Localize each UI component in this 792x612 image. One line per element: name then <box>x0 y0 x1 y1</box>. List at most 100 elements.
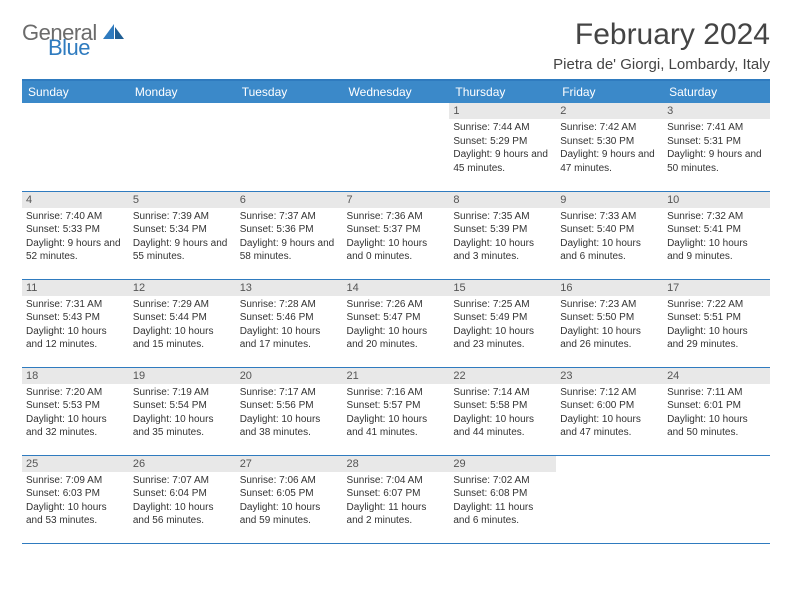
location: Pietra de' Giorgi, Lombardy, Italy <box>553 56 770 73</box>
calendar-day-cell: 1Sunrise: 7:44 AMSunset: 5:29 PMDaylight… <box>449 103 556 191</box>
calendar-week-row: 18Sunrise: 7:20 AMSunset: 5:53 PMDayligh… <box>22 367 770 455</box>
weekday-header: Wednesday <box>343 81 450 103</box>
day-events: Sunrise: 7:41 AMSunset: 5:31 PMDaylight:… <box>663 119 770 175</box>
calendar-week-row: 25Sunrise: 7:09 AMSunset: 6:03 PMDayligh… <box>22 455 770 543</box>
day-number: 25 <box>22 456 129 472</box>
calendar-day-cell: 8Sunrise: 7:35 AMSunset: 5:39 PMDaylight… <box>449 191 556 279</box>
calendar-day-cell: 11Sunrise: 7:31 AMSunset: 5:43 PMDayligh… <box>22 279 129 367</box>
day-number: 9 <box>556 192 663 208</box>
day-events: Sunrise: 7:33 AMSunset: 5:40 PMDaylight:… <box>556 208 663 264</box>
calendar-day-cell: 21Sunrise: 7:16 AMSunset: 5:57 PMDayligh… <box>343 367 450 455</box>
calendar-day-cell: 19Sunrise: 7:19 AMSunset: 5:54 PMDayligh… <box>129 367 236 455</box>
calendar-day-cell <box>343 103 450 191</box>
day-events: Sunrise: 7:39 AMSunset: 5:34 PMDaylight:… <box>129 208 236 264</box>
day-events: Sunrise: 7:36 AMSunset: 5:37 PMDaylight:… <box>343 208 450 264</box>
calendar-body: 1Sunrise: 7:44 AMSunset: 5:29 PMDaylight… <box>22 103 770 543</box>
weekday-header: Friday <box>556 81 663 103</box>
day-events: Sunrise: 7:26 AMSunset: 5:47 PMDaylight:… <box>343 296 450 352</box>
day-number: 4 <box>22 192 129 208</box>
calendar-week-row: 11Sunrise: 7:31 AMSunset: 5:43 PMDayligh… <box>22 279 770 367</box>
calendar-day-cell: 25Sunrise: 7:09 AMSunset: 6:03 PMDayligh… <box>22 455 129 543</box>
day-number: 3 <box>663 103 770 119</box>
day-events: Sunrise: 7:07 AMSunset: 6:04 PMDaylight:… <box>129 472 236 528</box>
weekday-header: Saturday <box>663 81 770 103</box>
calendar-day-cell: 20Sunrise: 7:17 AMSunset: 5:56 PMDayligh… <box>236 367 343 455</box>
calendar-day-cell: 3Sunrise: 7:41 AMSunset: 5:31 PMDaylight… <box>663 103 770 191</box>
calendar-week-row: 4Sunrise: 7:40 AMSunset: 5:33 PMDaylight… <box>22 191 770 279</box>
day-events: Sunrise: 7:25 AMSunset: 5:49 PMDaylight:… <box>449 296 556 352</box>
calendar-day-cell: 10Sunrise: 7:32 AMSunset: 5:41 PMDayligh… <box>663 191 770 279</box>
calendar-day-cell: 18Sunrise: 7:20 AMSunset: 5:53 PMDayligh… <box>22 367 129 455</box>
calendar-day-cell: 6Sunrise: 7:37 AMSunset: 5:36 PMDaylight… <box>236 191 343 279</box>
day-number: 16 <box>556 280 663 296</box>
month-title: February 2024 <box>553 18 770 52</box>
day-number: 12 <box>129 280 236 296</box>
calendar-day-cell: 12Sunrise: 7:29 AMSunset: 5:44 PMDayligh… <box>129 279 236 367</box>
day-events: Sunrise: 7:35 AMSunset: 5:39 PMDaylight:… <box>449 208 556 264</box>
calendar-day-cell: 28Sunrise: 7:04 AMSunset: 6:07 PMDayligh… <box>343 455 450 543</box>
weekday-header: Sunday <box>22 81 129 103</box>
calendar-day-cell: 15Sunrise: 7:25 AMSunset: 5:49 PMDayligh… <box>449 279 556 367</box>
calendar-day-cell: 22Sunrise: 7:14 AMSunset: 5:58 PMDayligh… <box>449 367 556 455</box>
day-number: 18 <box>22 368 129 384</box>
weekday-header: Thursday <box>449 81 556 103</box>
day-events: Sunrise: 7:11 AMSunset: 6:01 PMDaylight:… <box>663 384 770 440</box>
calendar-day-cell: 4Sunrise: 7:40 AMSunset: 5:33 PMDaylight… <box>22 191 129 279</box>
day-number: 17 <box>663 280 770 296</box>
calendar-day-cell: 26Sunrise: 7:07 AMSunset: 6:04 PMDayligh… <box>129 455 236 543</box>
day-number: 2 <box>556 103 663 119</box>
day-events: Sunrise: 7:22 AMSunset: 5:51 PMDaylight:… <box>663 296 770 352</box>
day-events: Sunrise: 7:19 AMSunset: 5:54 PMDaylight:… <box>129 384 236 440</box>
day-events: Sunrise: 7:28 AMSunset: 5:46 PMDaylight:… <box>236 296 343 352</box>
day-events: Sunrise: 7:02 AMSunset: 6:08 PMDaylight:… <box>449 472 556 528</box>
calendar-day-cell <box>236 103 343 191</box>
day-number: 29 <box>449 456 556 472</box>
day-events: Sunrise: 7:06 AMSunset: 6:05 PMDaylight:… <box>236 472 343 528</box>
calendar-day-cell: 16Sunrise: 7:23 AMSunset: 5:50 PMDayligh… <box>556 279 663 367</box>
calendar-day-cell: 24Sunrise: 7:11 AMSunset: 6:01 PMDayligh… <box>663 367 770 455</box>
day-number: 13 <box>236 280 343 296</box>
day-number: 19 <box>129 368 236 384</box>
day-events: Sunrise: 7:20 AMSunset: 5:53 PMDaylight:… <box>22 384 129 440</box>
day-events: Sunrise: 7:29 AMSunset: 5:44 PMDaylight:… <box>129 296 236 352</box>
day-events: Sunrise: 7:16 AMSunset: 5:57 PMDaylight:… <box>343 384 450 440</box>
day-number: 24 <box>663 368 770 384</box>
calendar-head: SundayMondayTuesdayWednesdayThursdayFrid… <box>22 81 770 103</box>
day-number: 6 <box>236 192 343 208</box>
day-events: Sunrise: 7:14 AMSunset: 5:58 PMDaylight:… <box>449 384 556 440</box>
calendar-day-cell: 7Sunrise: 7:36 AMSunset: 5:37 PMDaylight… <box>343 191 450 279</box>
day-events: Sunrise: 7:32 AMSunset: 5:41 PMDaylight:… <box>663 208 770 264</box>
day-number: 27 <box>236 456 343 472</box>
day-events: Sunrise: 7:23 AMSunset: 5:50 PMDaylight:… <box>556 296 663 352</box>
calendar-day-cell: 17Sunrise: 7:22 AMSunset: 5:51 PMDayligh… <box>663 279 770 367</box>
weekday-header: Monday <box>129 81 236 103</box>
day-number: 10 <box>663 192 770 208</box>
day-events: Sunrise: 7:12 AMSunset: 6:00 PMDaylight:… <box>556 384 663 440</box>
day-number: 21 <box>343 368 450 384</box>
day-number: 15 <box>449 280 556 296</box>
calendar-day-cell: 9Sunrise: 7:33 AMSunset: 5:40 PMDaylight… <box>556 191 663 279</box>
calendar-day-cell: 13Sunrise: 7:28 AMSunset: 5:46 PMDayligh… <box>236 279 343 367</box>
day-events: Sunrise: 7:09 AMSunset: 6:03 PMDaylight:… <box>22 472 129 528</box>
calendar-day-cell: 2Sunrise: 7:42 AMSunset: 5:30 PMDaylight… <box>556 103 663 191</box>
calendar-week-row: 1Sunrise: 7:44 AMSunset: 5:29 PMDaylight… <box>22 103 770 191</box>
day-number: 1 <box>449 103 556 119</box>
calendar-day-cell: 14Sunrise: 7:26 AMSunset: 5:47 PMDayligh… <box>343 279 450 367</box>
day-number: 22 <box>449 368 556 384</box>
day-number: 11 <box>22 280 129 296</box>
calendar-day-cell: 23Sunrise: 7:12 AMSunset: 6:00 PMDayligh… <box>556 367 663 455</box>
calendar-day-cell <box>129 103 236 191</box>
logo: General Blue <box>22 22 125 59</box>
calendar-day-cell: 29Sunrise: 7:02 AMSunset: 6:08 PMDayligh… <box>449 455 556 543</box>
logo-word2: Blue <box>48 38 125 59</box>
calendar-day-cell <box>22 103 129 191</box>
calendar-table: SundayMondayTuesdayWednesdayThursdayFrid… <box>22 81 770 544</box>
page-header: General Blue February 2024 Pietra de' Gi… <box>22 18 770 73</box>
day-events: Sunrise: 7:17 AMSunset: 5:56 PMDaylight:… <box>236 384 343 440</box>
calendar-day-cell <box>663 455 770 543</box>
calendar-day-cell <box>556 455 663 543</box>
day-events: Sunrise: 7:42 AMSunset: 5:30 PMDaylight:… <box>556 119 663 175</box>
day-number: 7 <box>343 192 450 208</box>
day-events: Sunrise: 7:04 AMSunset: 6:07 PMDaylight:… <box>343 472 450 528</box>
day-number: 23 <box>556 368 663 384</box>
